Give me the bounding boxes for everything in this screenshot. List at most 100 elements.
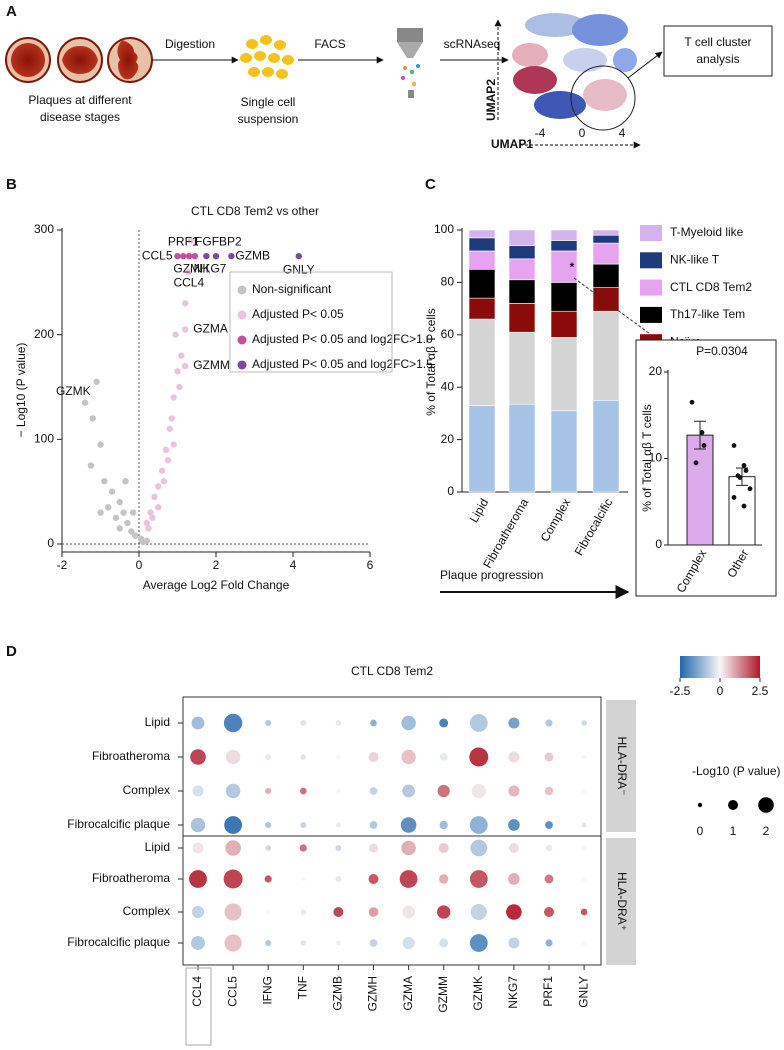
dot: [265, 845, 271, 851]
facs-icon: [397, 28, 423, 98]
legend-marker: [237, 360, 247, 370]
dot: [508, 785, 520, 797]
dot: [470, 839, 488, 857]
step-label: Single cell: [241, 95, 296, 109]
dot: [225, 749, 241, 765]
dot: [469, 747, 489, 767]
dot: [335, 822, 341, 828]
size-legend-dot: [758, 797, 774, 813]
group-strip: [606, 700, 636, 832]
panel-label: D: [6, 643, 17, 660]
point-label: GNLY: [283, 262, 315, 276]
bar-segment: [508, 331, 536, 405]
bar-segment: [508, 303, 536, 333]
legend-marker: [237, 285, 247, 295]
dot: [192, 842, 204, 854]
point: [158, 467, 166, 474]
size-legend-dot: [728, 800, 738, 810]
x-tick-label: TNF: [295, 976, 309, 999]
x-tick-label: 4: [290, 558, 297, 572]
point: [203, 252, 210, 260]
point-label: NKG7: [194, 261, 227, 275]
dot: [335, 844, 342, 852]
y-tick-label: 10: [649, 451, 663, 465]
point: [108, 488, 116, 495]
dot: [300, 821, 307, 829]
dot: [191, 716, 205, 730]
y-tick-label: 40: [441, 379, 455, 393]
dot: [508, 937, 520, 949]
bar-segment: [468, 318, 496, 406]
step-label: scRNAseq: [444, 37, 501, 51]
dot: [265, 753, 272, 761]
dot: [439, 820, 448, 830]
size-legend-label: 2: [763, 824, 770, 838]
point: [164, 457, 172, 464]
y-tick-label: 20: [441, 432, 455, 446]
x-tick-label: CCL4: [190, 976, 204, 1007]
point: [101, 478, 108, 485]
point: [155, 504, 162, 511]
colorbar-label: -2.5: [670, 684, 691, 698]
point: [172, 331, 179, 338]
dot: [300, 940, 307, 946]
dot: [191, 936, 205, 950]
row-label: Complex: [123, 904, 170, 918]
colorbar: [680, 656, 760, 678]
dot: [469, 870, 488, 888]
step-label: T cell cluster: [684, 35, 751, 49]
point: [693, 460, 699, 466]
dot: [399, 870, 418, 888]
dot: [437, 905, 451, 919]
x-axis-label: Average Log2 Fold Change: [143, 578, 290, 592]
y-tick-label: 100: [434, 222, 454, 236]
point: [741, 463, 747, 468]
bar-segment: [592, 263, 620, 288]
axis: [61, 228, 370, 553]
x-tick-label: GZMB: [331, 976, 345, 1011]
dot: [401, 749, 416, 765]
chart-title: CTL CD8 Tem2 vs other: [191, 204, 319, 218]
dot: [469, 714, 488, 732]
point: [162, 446, 170, 453]
point: [116, 498, 123, 506]
step-label: Digestion: [165, 37, 215, 51]
dot: [581, 754, 587, 760]
legend-label: Th17-like Tem: [670, 307, 745, 321]
point: [97, 509, 104, 516]
point: [128, 528, 135, 535]
point: [741, 503, 747, 509]
point: [185, 252, 193, 260]
size-legend-label: 1: [730, 824, 737, 838]
group-strip: [606, 838, 636, 965]
axis-label: UMAP1: [491, 137, 533, 151]
point-label: FGFBP2: [195, 234, 242, 248]
point: [130, 509, 137, 516]
bar-segment: [592, 242, 620, 265]
point: [105, 504, 112, 511]
dot: [265, 821, 272, 829]
analysis-box: [663, 25, 773, 77]
annotation: *: [570, 260, 575, 274]
dot: [545, 939, 553, 947]
point: [747, 486, 753, 492]
dot: [581, 822, 587, 828]
row-label: Fibroatheroma: [92, 749, 170, 763]
point: [174, 252, 181, 260]
dot: [299, 787, 307, 795]
point-label: PRF1: [168, 234, 199, 248]
bar-segment: [508, 229, 536, 247]
point: [147, 509, 154, 516]
point-label: GZMH: [173, 261, 208, 275]
point-label: GZMB: [235, 248, 270, 262]
x-tick-label: GNLY: [576, 976, 590, 1008]
bar-segment: [550, 410, 578, 493]
point-label: GZMA: [193, 322, 228, 336]
dot: [369, 821, 378, 829]
dot: [508, 717, 520, 729]
bar-segment: [508, 245, 536, 260]
point-label: GZMM: [193, 358, 230, 372]
dot: [506, 904, 522, 920]
point: [170, 441, 177, 448]
